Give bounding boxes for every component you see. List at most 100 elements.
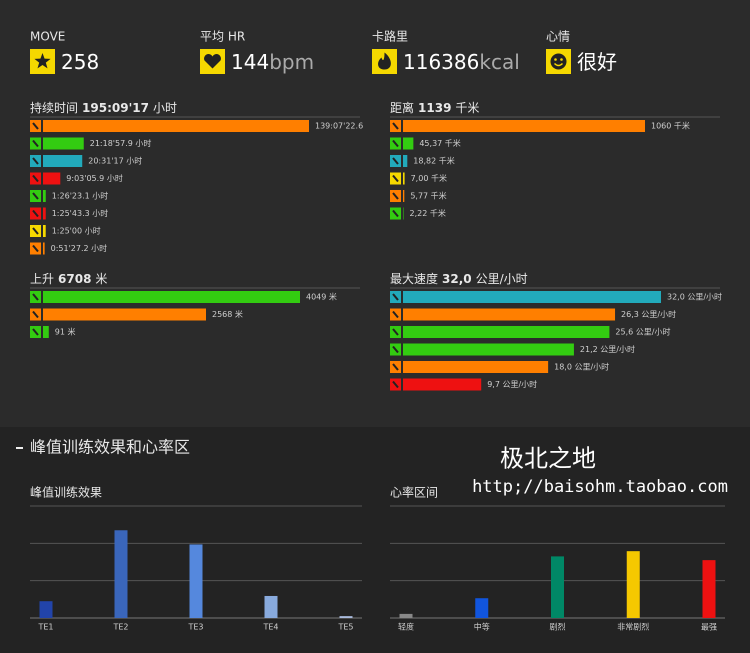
- bar: [339, 616, 353, 618]
- bar: [189, 544, 203, 618]
- x-tick-label: 最强: [701, 623, 717, 632]
- row-icon-glyph: [392, 157, 399, 165]
- eye: [560, 58, 563, 61]
- bar: [43, 172, 61, 185]
- bar-label: 2,22 千米: [410, 208, 446, 218]
- bar-label: 2568 米: [212, 309, 243, 319]
- row-icon-glyph: [392, 345, 399, 354]
- bar: [551, 556, 564, 618]
- bar: [403, 291, 661, 303]
- bar-label: 25,6 公里/小时: [615, 327, 670, 337]
- panel-label: 持续时间: [30, 100, 78, 115]
- row-icon-glyph: [32, 192, 39, 200]
- row-icon-glyph: [32, 174, 39, 183]
- bar: [403, 361, 549, 373]
- panel-title: 最大速度 32,0 公里/小时: [390, 271, 528, 286]
- panel-title: 上升 6708 米: [30, 272, 107, 286]
- panel-title: 距离 1139 千米: [390, 100, 479, 115]
- bar: [43, 326, 49, 338]
- bar: [475, 598, 489, 618]
- bar: [403, 172, 405, 185]
- summary-label: 平均 HR: [200, 30, 245, 44]
- x-tick-label: 非常剧烈: [617, 622, 649, 632]
- panel-label: 最大速度: [390, 271, 438, 286]
- summary-number: 144: [231, 50, 269, 74]
- panel-unit: 小时: [153, 101, 177, 115]
- row-icon-glyph: [392, 363, 399, 371]
- summary-number: 116386: [403, 50, 479, 74]
- bar: [403, 207, 404, 220]
- bar-label: 5,77 千米: [410, 191, 446, 201]
- row-icon-glyph: [392, 139, 399, 148]
- bar-label: 1:25'00 小时: [52, 226, 101, 236]
- bottom-panel: [0, 427, 750, 653]
- mouth: [554, 62, 563, 67]
- row-icon-glyph: [32, 157, 39, 165]
- bar-label: 32,0 公里/小时: [667, 292, 722, 302]
- bar: [626, 551, 640, 618]
- row-icon-glyph: [32, 244, 39, 253]
- chart-title: 峰值训练效果: [30, 485, 102, 500]
- summary-unit: bpm: [269, 50, 314, 74]
- x-tick-label: 剧烈: [550, 623, 566, 632]
- bar: [403, 120, 645, 132]
- summary-number: 很好: [577, 50, 617, 74]
- bar-label: 1:25'43.3 小时: [52, 208, 109, 218]
- bar: [43, 155, 83, 167]
- summary-label: MOVE: [30, 30, 65, 44]
- bar-label: 1060 千米: [651, 121, 690, 131]
- summary-label: 卡路里: [372, 29, 408, 44]
- bar: [43, 308, 206, 321]
- x-tick-label: TE1: [37, 623, 53, 632]
- bar: [43, 207, 46, 220]
- heart-icon: [204, 54, 221, 69]
- bar: [43, 190, 46, 202]
- bar-label: 9,7 公里/小时: [487, 379, 537, 389]
- panel-total: 32,0: [442, 272, 472, 286]
- bar-label: 21,2 公里/小时: [580, 344, 635, 354]
- summary-value: 144bpm: [231, 50, 314, 74]
- bar-label: 45,37 千米: [419, 138, 460, 148]
- bar: [403, 137, 414, 150]
- bar: [403, 155, 408, 167]
- row-icon-glyph: [392, 293, 399, 301]
- summary-value: 116386kcal: [403, 50, 520, 74]
- row-icon-glyph: [392, 209, 399, 218]
- section-title: 峰值训练效果和心率区: [30, 438, 190, 457]
- bar: [43, 137, 84, 150]
- smiley-icon: [550, 53, 567, 70]
- panel-label: 距离: [390, 100, 414, 115]
- bar: [39, 601, 53, 618]
- bar: [264, 595, 278, 618]
- x-tick-label: 中等: [474, 622, 490, 632]
- x-tick-label: TE2: [112, 623, 128, 632]
- star-icon: [34, 53, 51, 69]
- bar-label: 18,82 千米: [413, 156, 454, 166]
- summary-value: 258: [61, 50, 99, 74]
- summary-value: 很好: [577, 50, 617, 74]
- bar-label: 26,3 公里/小时: [621, 309, 676, 319]
- bar-label: 20:31'17 小时: [88, 156, 142, 166]
- x-tick-label: TE5: [337, 623, 353, 632]
- bar: [43, 242, 45, 255]
- bar: [399, 613, 413, 618]
- section-dash: [16, 447, 23, 449]
- summary-number: 258: [61, 50, 99, 74]
- row-icon-glyph: [392, 310, 399, 319]
- bar: [43, 225, 46, 237]
- x-tick-label: TE3: [187, 623, 203, 632]
- chart-title: 心率区间: [390, 485, 438, 500]
- bar-label: 139:07'22.6: [315, 122, 363, 131]
- row-icon-glyph: [392, 174, 399, 183]
- bar-label: 21:18'57.9 小时: [90, 138, 152, 148]
- bar: [403, 308, 616, 321]
- row-icon-glyph: [392, 328, 399, 336]
- bar-label: 0:51'27.2 小时: [51, 243, 108, 253]
- row-icon-glyph: [392, 122, 399, 130]
- bar-label: 91 米: [55, 327, 76, 337]
- row-icon-glyph: [392, 380, 399, 389]
- panel-unit: 公里/小时: [476, 272, 528, 286]
- bar: [403, 190, 405, 202]
